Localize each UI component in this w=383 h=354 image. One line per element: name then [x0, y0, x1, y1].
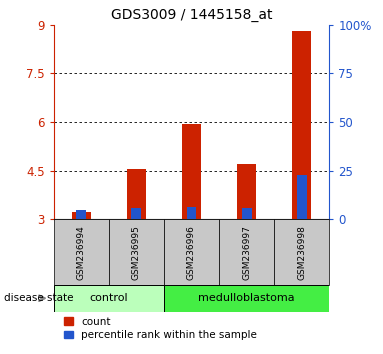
Bar — [182, 124, 201, 219]
Bar — [292, 30, 311, 219]
Text: medulloblastoma: medulloblastoma — [198, 293, 295, 303]
Bar — [274, 219, 329, 285]
Legend: count, percentile rank within the sample: count, percentile rank within the sample — [64, 317, 257, 340]
Bar — [76, 210, 86, 219]
Title: GDS3009 / 1445158_at: GDS3009 / 1445158_at — [111, 8, 272, 22]
Bar — [297, 175, 307, 219]
Bar — [131, 208, 141, 219]
Text: GSM236997: GSM236997 — [242, 225, 251, 280]
Bar — [187, 206, 196, 219]
Bar — [219, 219, 274, 285]
Text: control: control — [90, 293, 128, 303]
Text: GSM236994: GSM236994 — [77, 225, 86, 280]
Bar — [242, 208, 252, 219]
Text: disease state: disease state — [4, 293, 73, 303]
Text: GSM236995: GSM236995 — [132, 225, 141, 280]
Bar — [72, 212, 91, 219]
Bar — [164, 285, 329, 312]
Text: GSM236998: GSM236998 — [297, 225, 306, 280]
Bar — [54, 219, 109, 285]
Bar — [127, 169, 146, 219]
Text: GSM236996: GSM236996 — [187, 225, 196, 280]
Bar — [164, 219, 219, 285]
Bar — [54, 285, 164, 312]
Bar — [109, 219, 164, 285]
Bar — [237, 164, 256, 219]
